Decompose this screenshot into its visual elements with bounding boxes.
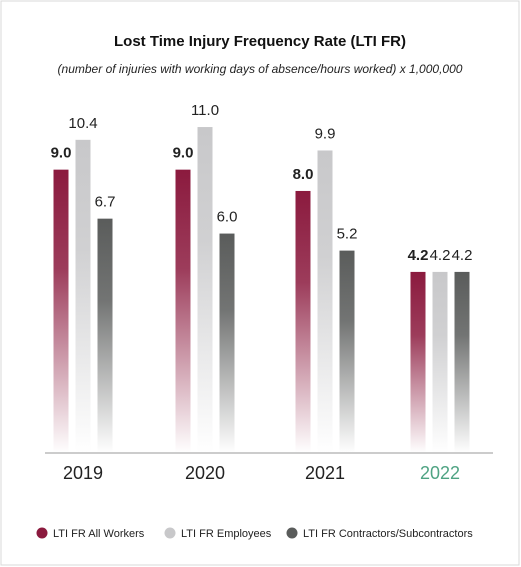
- bar: [197, 127, 213, 453]
- bar: [175, 169, 191, 454]
- bar: [410, 271, 426, 453]
- bar: [75, 139, 91, 453]
- chart-subtitle: (number of injuries with working days of…: [58, 62, 463, 76]
- bar: [53, 169, 69, 454]
- chart-title: Lost Time Injury Frequency Rate (LTI FR): [114, 33, 406, 50]
- legend-label: LTI FR Contractors/Subcontractors: [303, 528, 473, 540]
- x-tick-label: 2020: [185, 463, 225, 483]
- x-tick-label: 2021: [305, 463, 345, 483]
- value-label: 9.0: [51, 145, 72, 162]
- bar: [454, 271, 470, 453]
- bar: [339, 250, 355, 453]
- value-label: 9.0: [173, 145, 194, 162]
- value-label: 6.7: [95, 194, 116, 211]
- legend-label: LTI FR Employees: [181, 528, 272, 540]
- value-label: 8.0: [293, 166, 314, 183]
- legend-marker: [286, 527, 298, 539]
- bar: [219, 233, 235, 453]
- value-label: 6.0: [217, 209, 238, 226]
- value-label: 5.2: [337, 226, 358, 243]
- bar: [317, 150, 333, 453]
- x-tick-label: 2019: [63, 463, 103, 483]
- legend-marker: [36, 527, 48, 539]
- value-label: 4.2: [430, 247, 451, 264]
- value-label: 4.2: [408, 247, 429, 264]
- bar: [97, 218, 113, 453]
- legend-marker: [164, 527, 176, 539]
- value-label: 11.0: [191, 102, 219, 119]
- legend-label: LTI FR All Workers: [53, 528, 145, 540]
- value-label: 9.9: [315, 125, 336, 142]
- value-label: 4.2: [452, 247, 473, 264]
- x-tick-label: 2022: [420, 463, 460, 483]
- value-label: 10.4: [68, 115, 97, 132]
- bar: [432, 271, 448, 453]
- bar: [295, 190, 311, 453]
